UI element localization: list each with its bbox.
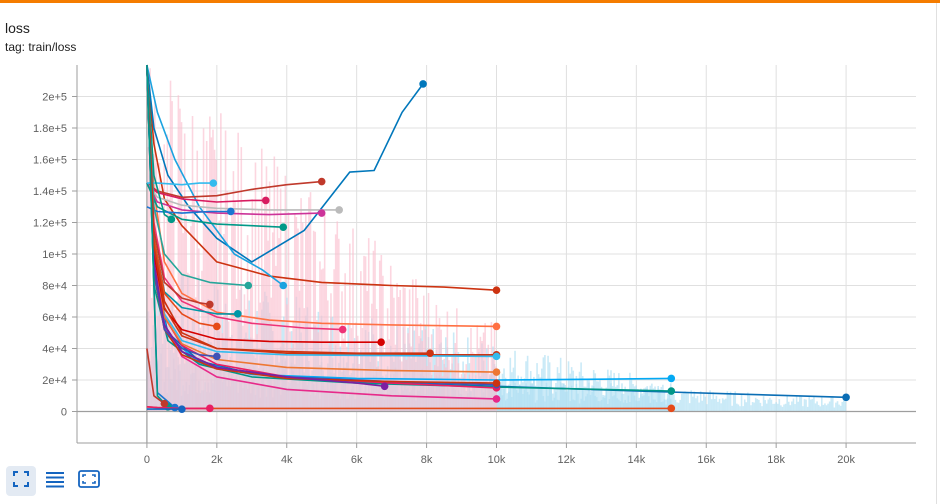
series-path [146,182,266,203]
series-path [146,64,343,331]
y-tick-label: 1.2e+5 [33,218,67,230]
chart-toolbar [6,466,104,496]
series-line [146,64,253,290]
series-path [146,64,424,263]
y-tick-label: 1.4e+5 [33,186,67,198]
y-tick-label: 4e+4 [42,344,67,356]
card-title: loss [5,20,30,36]
series-path [146,182,214,186]
x-tick-label: 6k [351,454,363,466]
x-tick-label: 18k [767,454,785,466]
x-tick-label: 16k [697,454,715,466]
top-accent-bar [0,0,940,3]
series-endpoint[interactable] [377,338,385,347]
series-endpoint[interactable] [842,393,850,402]
x-tick-label: 8k [421,454,433,466]
series-line [146,179,218,187]
card-subtitle: tag: train/loss [5,40,77,54]
fit-domain-icon [12,470,30,493]
series-line [146,177,326,199]
series-line [146,64,389,391]
series-endpoint[interactable] [213,352,221,361]
series-line [146,64,427,263]
series-line [146,64,347,334]
expand-icon [78,469,100,493]
y-tick-label: 1e+5 [42,249,67,261]
series-endpoint[interactable] [667,404,676,413]
series-line [146,64,676,395]
x-tick-label: 0 [144,454,150,466]
series-path [146,348,165,405]
toggle-log-icon [45,470,65,493]
series-endpoint[interactable] [279,281,288,290]
series-line [146,64,385,347]
series-endpoint[interactable] [492,352,501,361]
series-line [146,182,288,232]
x-tick-label: 12k [558,454,576,466]
series-path [146,64,249,287]
series-path [146,64,672,392]
series-endpoint[interactable] [667,374,676,383]
series-endpoint[interactable] [227,207,235,216]
series-path [146,64,385,388]
series-endpoint[interactable] [317,177,326,186]
y-tick-label: 2e+5 [42,92,67,104]
series-endpoint[interactable] [206,300,214,309]
series-endpoint[interactable] [426,349,434,358]
tick-labels: 0 2e+4 4e+4 6e+4 8e+4 1e+5 1.2e+5 1.4e+5 1.6e+5 1… [33,92,855,467]
y-tick-label: 1.8e+5 [33,123,67,135]
series-endpoint[interactable] [492,286,501,295]
series-line [146,64,501,295]
series-path [146,64,382,344]
series-line [146,405,186,413]
series-line [146,404,214,413]
series-endpoint[interactable] [167,215,176,224]
series-endpoint[interactable] [206,404,214,413]
series-line [146,64,434,358]
series-endpoint[interactable] [335,206,343,214]
series-path [146,182,284,228]
series-line [146,182,270,205]
series-endpoint[interactable] [213,322,221,331]
card-right-border [936,3,937,504]
series-endpoint[interactable] [667,387,676,395]
series-path [146,64,497,328]
toggle-log-button[interactable] [40,466,70,496]
series-endpoint[interactable] [317,209,326,217]
series-line [146,348,169,408]
series-endpoint[interactable] [244,281,253,290]
series-endpoint[interactable] [279,223,288,232]
series-endpoint[interactable] [178,405,186,413]
fit-domain-button[interactable] [6,466,36,496]
series-endpoint[interactable] [160,399,169,408]
expand-button[interactable] [74,466,104,496]
x-tick-label: 14k [627,454,645,466]
y-tick-label: 6e+4 [42,312,67,324]
series-endpoint[interactable] [492,368,501,376]
y-tick-label: 2e+4 [42,375,67,387]
x-tick-label: 4k [281,454,293,466]
series-path [146,64,497,291]
series-endpoint[interactable] [419,80,427,88]
series-endpoint[interactable] [492,322,501,331]
series-line [146,64,501,331]
series-layer [146,64,850,413]
axes [72,65,916,448]
y-tick-label: 1.6e+5 [33,155,67,167]
y-tick-label: 8e+4 [42,281,67,293]
series-endpoint[interactable] [261,196,270,205]
series-endpoint[interactable] [492,379,501,387]
series-path [146,64,431,355]
series-endpoint[interactable] [234,310,242,318]
series-endpoint[interactable] [338,325,347,334]
x-tick-label: 2k [211,454,223,466]
series-path [146,406,210,410]
series-endpoint[interactable] [209,179,218,187]
series-endpoint[interactable] [492,395,501,403]
x-tick-label: 20k [837,454,855,466]
x-tick-label: 10k [488,454,506,466]
y-tick-label: 0 [61,407,67,419]
series-endpoint[interactable] [380,382,389,391]
